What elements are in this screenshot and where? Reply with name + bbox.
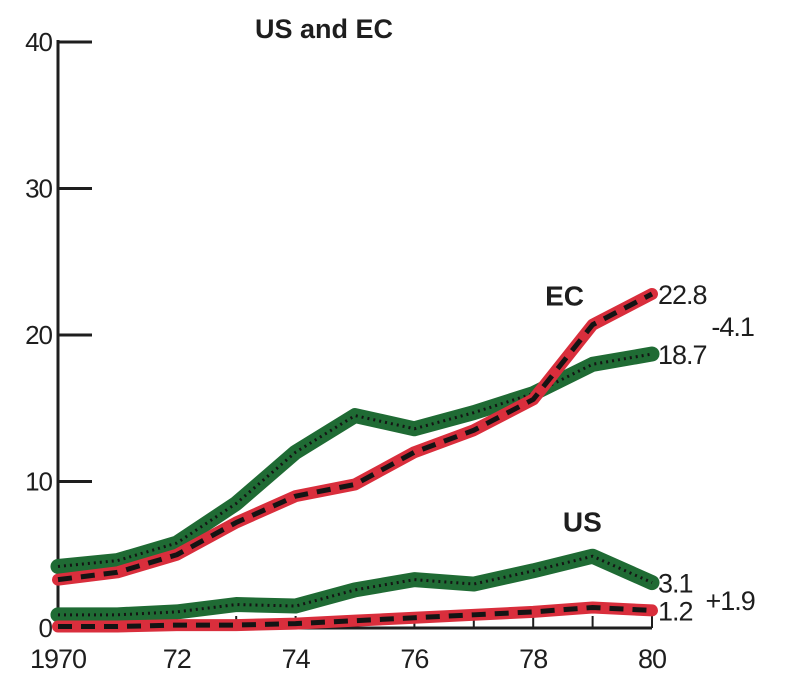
y-tick-label: 10 (25, 467, 52, 497)
series-label-us: US (563, 506, 602, 537)
y-tick-label: 0 (39, 613, 53, 643)
end-value-label: 18.7 (658, 340, 707, 370)
y-tick-label: 40 (25, 27, 52, 57)
series-us-green-line (50, 548, 660, 623)
x-tick-label: 74 (282, 644, 311, 674)
y-tick-label: 30 (25, 174, 52, 204)
end-value-label: 22.8 (658, 280, 707, 310)
chart-title: US and EC (255, 14, 394, 44)
series-ec-red-dashes (57, 291, 654, 583)
x-tick-label: 76 (400, 644, 428, 674)
end-value-label: 1.2 (658, 596, 693, 626)
series-label-ec: EC (545, 281, 584, 312)
x-tick-label: 1970 (30, 644, 86, 674)
end-value-label: -4.1 (711, 312, 754, 342)
end-value-label: +1.9 (705, 586, 754, 616)
end-value-label: 3.1 (658, 569, 693, 599)
y-tick-label: 20 (25, 320, 52, 350)
x-tick-label: 78 (519, 644, 547, 674)
x-tick-label: 80 (638, 644, 666, 674)
series-us-red-dashes (58, 604, 653, 630)
x-tick-label: 72 (163, 644, 191, 674)
